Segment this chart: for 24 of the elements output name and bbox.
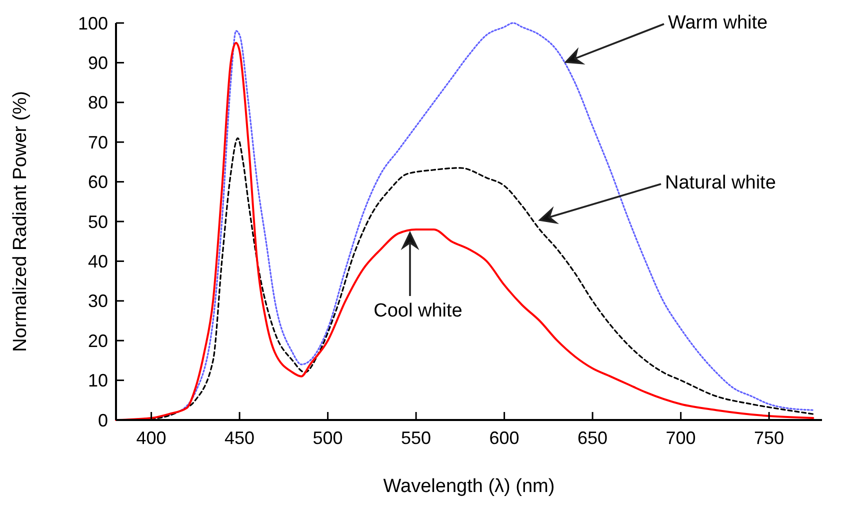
annotation: Natural white — [665, 172, 776, 194]
x-tick-label: 400 — [136, 428, 166, 448]
y-tick-label: 70 — [88, 132, 108, 152]
y-tick-label: 80 — [88, 92, 108, 113]
y-axis-title: Normalized Radiant Power (%) — [10, 91, 31, 352]
y-tick-label: 60 — [88, 172, 108, 192]
y-tick-label: 20 — [88, 330, 108, 351]
y-tick-label: 10 — [88, 370, 108, 391]
x-tick-label: 700 — [666, 428, 696, 448]
x-tick-label: 750 — [754, 428, 784, 448]
y-tick-label: 0 — [98, 410, 108, 430]
annotation: Warm white — [668, 12, 768, 34]
x-tick-label: 600 — [489, 428, 520, 448]
y-tick-label: 100 — [78, 13, 108, 34]
x-tick-label: 550 — [401, 428, 432, 448]
y-tick-label: 50 — [88, 212, 108, 232]
x-tick-label: 650 — [578, 428, 608, 448]
y-tick-label: 40 — [88, 252, 108, 272]
x-tick-label: 450 — [224, 428, 255, 448]
y-tick-label: 30 — [88, 291, 108, 312]
x-axis-title: Wavelength (λ) (nm) — [383, 476, 555, 497]
x-tick-label: 500 — [312, 428, 343, 448]
y-tick-label: 90 — [88, 53, 108, 73]
annotation: Cool white — [374, 300, 462, 322]
